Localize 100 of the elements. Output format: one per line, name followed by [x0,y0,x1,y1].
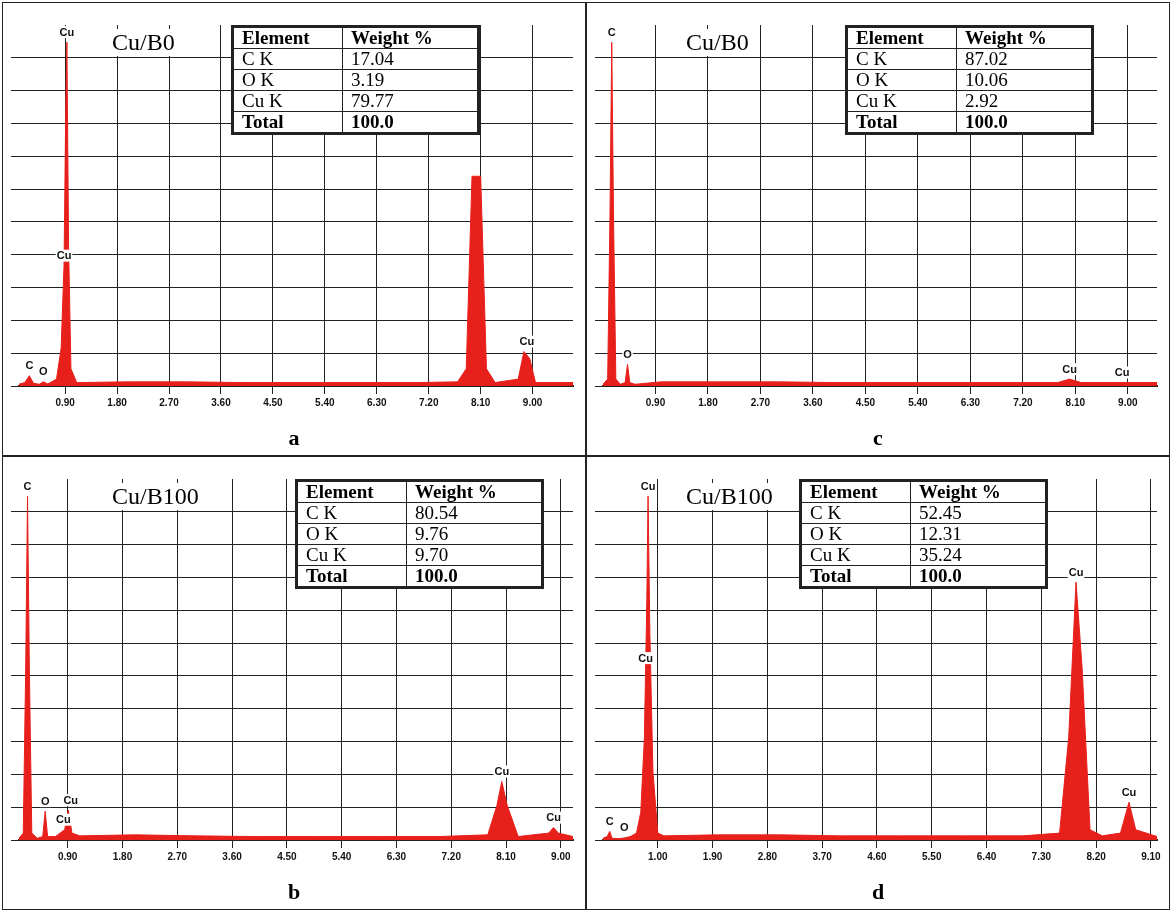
annotation: 17.04 [342,48,479,70]
x-tick-label: 8.10 [496,850,517,862]
annotation: 79.77 [342,90,479,112]
x-tick-label: 2.70 [167,850,188,862]
annotation: Element [296,480,407,503]
x-tick-label: 4.50 [263,396,284,408]
x-tick-label: 6.30 [367,396,387,408]
x-tick-label: 3.60 [211,396,232,408]
annotation: C [25,359,34,372]
annotation: Weight % [406,480,543,503]
annotation: 2.92 [956,90,1093,112]
annotation: O [620,821,630,834]
annotation: Total [846,111,957,134]
x-tick-label: 7.30 [1031,850,1052,862]
x-tick-label: 5.50 [922,850,942,862]
x-axis-title: c [872,425,884,451]
annotation: C [607,25,616,38]
annotation: Total [800,565,911,588]
annotation: O [40,794,50,807]
annotation: Total [296,565,407,588]
annotation: C K [232,48,343,70]
x-tick-label: 8.10 [470,396,491,408]
annotation: O K [800,523,911,545]
x-tick-label: 8.20 [1086,850,1107,862]
annotation: 80.54 [406,502,543,524]
annotation: Total [232,111,343,134]
x-tick-label: 4.50 [277,850,298,862]
annotation: Cu [59,25,75,38]
x-tick-label: 3.60 [222,850,243,862]
x-tick-label: 5.40 [908,396,929,408]
annotation: O [38,365,48,378]
annotation: Cu [1114,366,1130,379]
annotation: Cu [640,479,656,492]
x-tick-label: 9.00 [551,850,571,862]
annotation: Cu [546,811,561,824]
annotation: Cu K [232,90,343,112]
annotation: O K [846,69,957,91]
annotation: C [23,479,32,492]
annotation: Cu [56,249,72,262]
annotation: 100.0 [956,111,1093,134]
annotation: 52.45 [910,502,1047,524]
x-tick-label: 2.70 [159,396,180,408]
x-axis-title: d [870,879,886,905]
x-tick-label: 1.90 [702,850,723,862]
x-tick-label: 7.20 [1013,396,1034,408]
annotation: O K [296,523,407,545]
x-tick-label: 9.00 [522,396,543,408]
x-tick-label: 9.00 [1118,396,1139,408]
x-tick-label: 9.10 [1141,850,1162,862]
chart-title: Cu/B0 [682,29,753,56]
x-tick-label: 2.70 [750,396,771,408]
x-tick-label: 3.60 [803,396,824,408]
x-tick-label: 3.70 [812,850,833,862]
x-tick-label: 6.40 [976,850,997,862]
annotation: Cu [56,813,71,826]
x-tick-label: 6.30 [960,396,981,408]
x-tick-label: 1.80 [107,396,128,408]
annotation: 10.06 [956,69,1093,91]
annotation: 9.70 [406,544,543,566]
x-tick-label: 7.20 [418,396,439,408]
annotation: Element [232,26,343,49]
x-tick-label: 2.80 [757,850,778,862]
annotation: 3.19 [342,69,479,91]
annotation: Weight % [910,480,1047,503]
x-tick-label: 6.30 [386,850,407,862]
x-tick-label: 5.40 [331,850,352,862]
annotation: Cu [63,793,79,806]
annotation: 35.24 [910,544,1047,566]
annotation: Cu K [846,90,957,112]
chart-title: Cu/B0 [108,29,179,56]
annotation: 100.0 [342,111,479,134]
x-tick-label: 4.50 [855,396,876,408]
annotation: C K [846,48,957,70]
annotation: 12.31 [910,523,1047,545]
annotation: Cu [1062,362,1077,375]
x-tick-label: 1.00 [648,850,668,862]
annotation: 9.76 [406,523,543,545]
annotation: Element [846,26,957,49]
annotation: Weight % [342,26,479,49]
annotation: Cu [1121,785,1137,798]
annotation: Cu [519,335,535,348]
x-axis-title: b [286,879,302,905]
x-tick-label: 7.20 [441,850,462,862]
chart-title: Cu/B100 [682,483,777,510]
annotation: 87.02 [956,48,1093,70]
x-tick-label: 1.80 [698,396,719,408]
annotation: Weight % [956,26,1093,49]
x-tick-label: 0.90 [645,396,666,408]
x-tick-label: 8.10 [1065,396,1086,408]
annotation: Element [800,480,911,503]
annotation: Cu [638,651,653,664]
x-tick-label: 5.40 [315,396,336,408]
annotation: 100.0 [406,565,543,588]
annotation: 100.0 [910,565,1047,588]
x-axis-title: a [287,425,301,451]
annotation: Cu [494,765,510,778]
annotation: C K [296,502,407,524]
x-tick-label: 0.90 [57,850,78,862]
annotation: O [623,347,633,360]
annotation: C [605,814,614,827]
